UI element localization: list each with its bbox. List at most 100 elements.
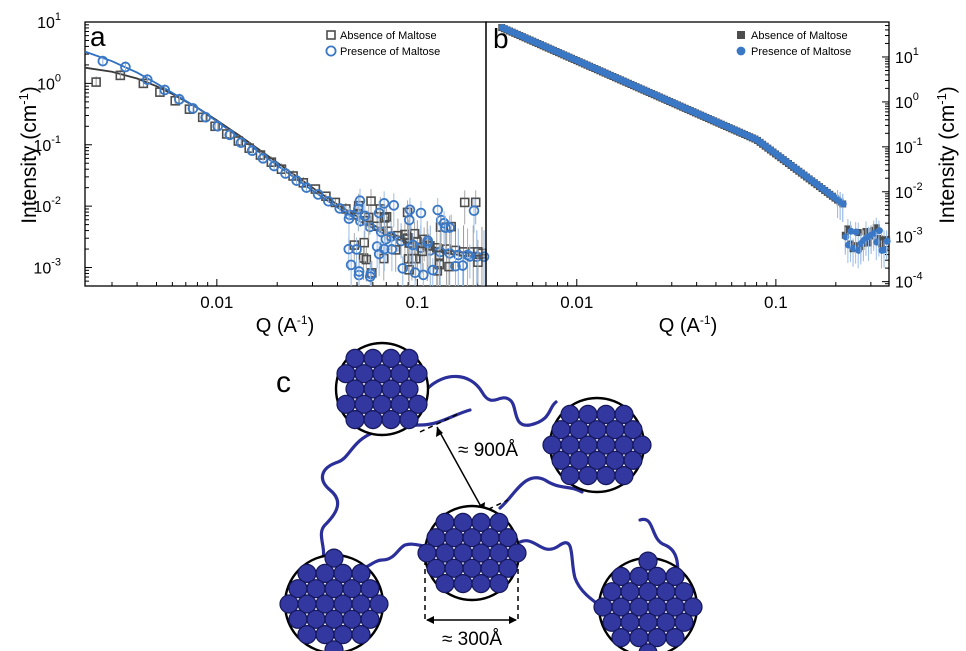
- particle-cluster: [417, 504, 527, 602]
- data-point: [323, 195, 334, 207]
- data-point: [459, 197, 470, 208]
- panel-a-xlabel: Q (A-1): [256, 313, 314, 337]
- data-point: [291, 175, 302, 186]
- nanoparticle: [498, 558, 518, 578]
- data-point: [379, 243, 390, 255]
- nanoparticle: [399, 379, 419, 399]
- legend-absence-marker: [737, 31, 745, 39]
- dim-900-guide-top: [419, 413, 459, 433]
- data-point: [345, 259, 357, 271]
- data-point: [343, 213, 355, 225]
- series-b-absence: [498, 24, 891, 267]
- data-point: [358, 253, 369, 263]
- data-point: [353, 203, 364, 215]
- y-tick-label: 10-1: [895, 136, 923, 157]
- panel-b-letter: b: [493, 23, 509, 54]
- data-point: [361, 254, 372, 265]
- legend-presence-marker: [736, 46, 746, 56]
- data-point: [91, 77, 101, 87]
- nanoparticle: [360, 609, 380, 629]
- data-point: [343, 243, 355, 255]
- data-point: [847, 227, 855, 235]
- data-point: [359, 237, 370, 248]
- nanoparticle: [453, 573, 473, 594]
- data-point: [212, 120, 224, 132]
- data-point: [473, 246, 483, 257]
- panel-b-xlabel: Q (A-1): [659, 313, 717, 337]
- nanoparticle: [611, 627, 631, 648]
- dim-900-arrowhead-top: [436, 427, 443, 437]
- panel-a-letter: a: [90, 21, 106, 52]
- particle-cluster: [334, 341, 430, 437]
- nanoparticle: [489, 573, 509, 594]
- data-point: [404, 204, 416, 216]
- data-point: [235, 137, 247, 149]
- data-point: [440, 222, 451, 233]
- data-point: [852, 228, 860, 236]
- panel-b: 0.01 0.1 101 100 10-1 10-2 10-3 10-4 b Absence …: [485, 21, 959, 337]
- nanoparticle: [351, 624, 371, 645]
- data-point: [468, 205, 480, 217]
- y-tick-label: 101: [895, 46, 919, 67]
- legend-presence-label: Presence of Maltose: [751, 46, 851, 58]
- nanoparticle: [345, 410, 365, 430]
- y-tick-label: 10-3: [33, 257, 61, 278]
- nanoparticle: [665, 566, 685, 587]
- data-point: [422, 235, 434, 247]
- nanoparticle: [614, 466, 634, 486]
- nanoparticle: [614, 404, 634, 424]
- data-point: [844, 225, 852, 233]
- x-tick-label: 0.01: [200, 293, 233, 312]
- y-tick-label: 100: [37, 72, 61, 93]
- particle-cluster: [542, 396, 652, 494]
- data-point: [417, 246, 428, 257]
- nanoparticle: [638, 551, 658, 571]
- data-point: [388, 200, 400, 211]
- data-point: [434, 250, 445, 260]
- nanoparticle: [683, 597, 703, 617]
- panel-a-ylabel: Intensity (cm-1): [16, 86, 41, 224]
- data-point: [233, 136, 244, 146]
- data-point: [187, 103, 199, 114]
- data-point: [142, 74, 153, 85]
- nanoparticle: [363, 410, 383, 430]
- data-point: [407, 239, 419, 251]
- dim-300-arrowhead-left: [426, 616, 434, 624]
- data-point: [115, 70, 126, 81]
- data-point: [174, 94, 185, 105]
- nanoparticle: [674, 612, 694, 632]
- data-point: [359, 210, 371, 222]
- nanoparticle: [381, 410, 401, 430]
- data-point: [450, 260, 461, 272]
- series-noise-1: [343, 188, 480, 286]
- dim-900-arrow: [436, 426, 485, 513]
- data-point: [425, 241, 435, 251]
- legend-absence-label: Absence of Maltose: [751, 30, 848, 42]
- panel-c: c ≈ 900Å ≈ 300Å: [276, 341, 703, 651]
- data-point: [366, 196, 376, 206]
- dim-900-label: ≈ 900Å: [458, 440, 518, 461]
- data-point: [312, 189, 324, 200]
- x-tick-label: 0.01: [560, 293, 593, 312]
- particle-cluster: [279, 548, 389, 651]
- data-point: [380, 233, 392, 245]
- data-point: [438, 217, 450, 229]
- data-point: [409, 267, 421, 279]
- nanoparticle: [369, 594, 389, 614]
- data-point: [364, 221, 376, 233]
- data-point: [397, 263, 409, 274]
- legend-presence-label: Presence of Maltose: [340, 46, 440, 58]
- data-point: [404, 265, 414, 275]
- fit-line: [84, 66, 487, 256]
- data-point: [883, 237, 891, 245]
- nanoparticle: [623, 450, 643, 470]
- legend-absence-marker: [326, 30, 336, 40]
- y-tick-label: 10-4: [895, 271, 923, 292]
- panel-b-legend: Absence of Maltose Presence of Maltose: [736, 30, 851, 58]
- data-point: [301, 182, 312, 193]
- dim-300-label: ≈ 300Å: [442, 629, 502, 650]
- y-tick-label: 100: [895, 91, 919, 112]
- nanoparticle: [623, 420, 643, 440]
- data-point: [875, 227, 883, 235]
- nanoparticle: [596, 466, 616, 486]
